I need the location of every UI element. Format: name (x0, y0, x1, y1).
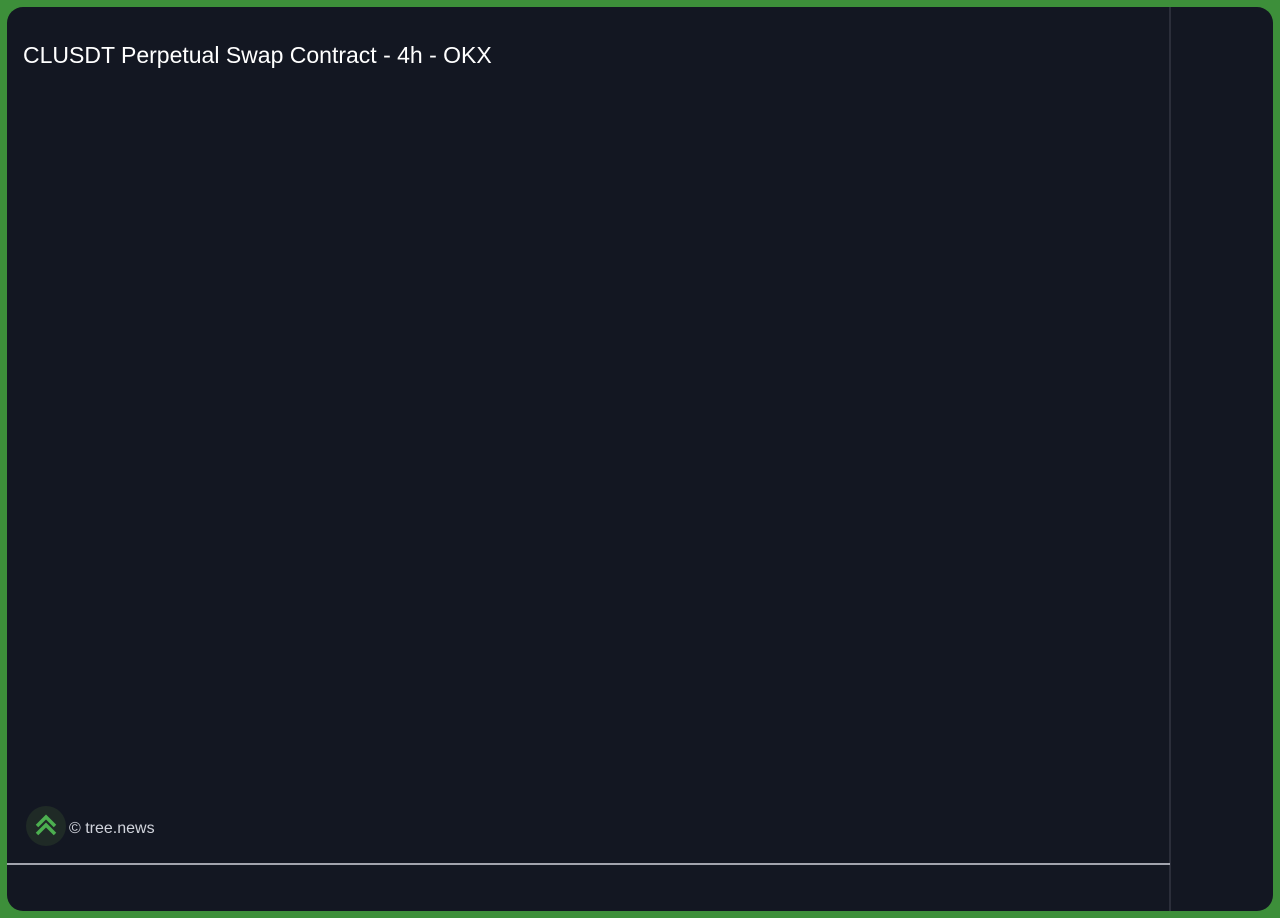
chart: CLUSDT Perpetual Swap Contract - 4h - OK… (7, 7, 1171, 911)
watermark: © tree.news (69, 820, 155, 837)
logo-mark (35, 814, 57, 836)
chart-frame: CLUSDT Perpetual Swap Contract - 4h - OK… (7, 7, 1273, 911)
chart-title: CLUSDT Perpetual Swap Contract - 4h - OK… (23, 42, 492, 68)
